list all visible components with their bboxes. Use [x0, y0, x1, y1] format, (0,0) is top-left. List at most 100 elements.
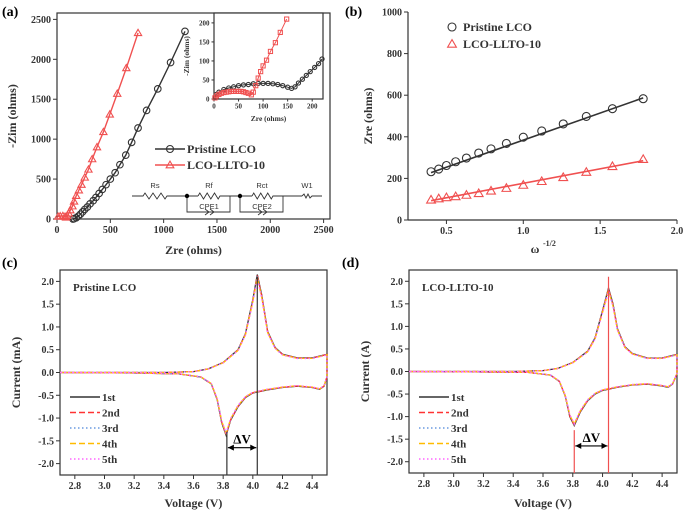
- data-point-circle: [102, 180, 110, 189]
- data-point-circle: [292, 84, 298, 90]
- data-point-circle: [501, 138, 511, 149]
- y-tick-label: 200: [199, 19, 210, 27]
- x-tick-label: 4.2: [626, 479, 639, 490]
- data-point-triangle: [557, 171, 569, 182]
- x-tick-label: 3.4: [507, 479, 520, 490]
- y-tick-label: -0.5: [38, 391, 54, 402]
- data-point-triangle: [450, 190, 462, 201]
- circuit-label: W1: [301, 181, 312, 190]
- data-point-circle: [121, 151, 130, 159]
- y-tick-label: 0: [46, 215, 51, 226]
- y-tick-label: 2000: [31, 55, 51, 66]
- delta-v-label: ΔV: [583, 430, 601, 445]
- legend-label: 5th: [451, 454, 466, 466]
- y-tick-label: 200: [387, 174, 402, 185]
- x-axis-label-superscript: -1/2: [543, 239, 556, 248]
- y-tick-label: -2.0: [38, 459, 54, 470]
- data-point-circle: [142, 106, 151, 115]
- data-point-circle: [441, 160, 451, 171]
- panel-label: (b): [345, 5, 362, 20]
- data-point-square: [277, 29, 283, 36]
- x-tick-label: 0: [55, 225, 60, 236]
- fit-line: [430, 159, 644, 202]
- data-point-triangle: [121, 63, 131, 72]
- x-tick-label: 3.2: [128, 481, 141, 492]
- data-point-triangle: [98, 127, 108, 136]
- x-tick-label: 3.4: [158, 481, 171, 492]
- cpe-symbol: [204, 208, 268, 216]
- data-point-triangle: [80, 172, 90, 181]
- x-tick-label: 200: [307, 103, 318, 111]
- data-point-square: [253, 83, 259, 89]
- x-tick-label: 150: [282, 103, 293, 111]
- data-point-triangle: [580, 166, 592, 176]
- data-point-circle: [280, 83, 286, 89]
- cv-curve-5th: [408, 289, 678, 425]
- x-axis-label: Voltage (V): [165, 496, 223, 510]
- y-tick-label: 600: [387, 91, 402, 102]
- data-point-circle: [260, 80, 266, 87]
- circuit-label: Rct: [256, 181, 268, 190]
- x-tick-label: 4.4: [306, 481, 319, 492]
- data-point-triangle: [71, 191, 81, 200]
- circuit-label: Rf: [205, 181, 213, 190]
- data-point-square: [260, 63, 266, 69]
- data-point-circle: [106, 175, 115, 183]
- panel-label: (c): [2, 256, 18, 271]
- data-point-circle: [78, 207, 87, 216]
- x-tick-label: 3.6: [187, 481, 200, 492]
- data-point-triangle: [76, 179, 87, 188]
- data-point-circle: [307, 68, 313, 75]
- data-point-circle: [312, 64, 318, 71]
- y-axis-label: -Zim (ohms): [5, 84, 19, 148]
- legend-label: LCO-LLTO-10: [463, 37, 541, 51]
- axes-frame: [56, 12, 331, 220]
- cv-curve-1st: [408, 285, 678, 428]
- cv-curve-1st: [59, 274, 328, 438]
- x-tick-label: 500: [103, 225, 118, 236]
- panel-title: Pristine LCO: [73, 282, 137, 294]
- x-tick-label: 50: [235, 103, 243, 111]
- circuit-node: [184, 193, 190, 199]
- y-tick-label: 0.0: [42, 368, 55, 379]
- panel-title: LCO-LLTO-10: [422, 282, 494, 294]
- y-tick-label: 1000: [382, 8, 402, 19]
- data-point-circle: [518, 132, 528, 142]
- x-tick-label: 3.8: [567, 479, 580, 490]
- x-tick-label: 4.0: [247, 481, 260, 492]
- y-tick-label: 1.0: [391, 322, 404, 333]
- arrowhead-icon: [227, 444, 257, 451]
- fit-line: [430, 97, 644, 174]
- data-point-square: [272, 40, 278, 46]
- x-axis-label: ω: [531, 242, 540, 256]
- data-point-circle: [558, 119, 568, 129]
- y-tick-label: 150: [199, 38, 210, 46]
- x-axis-label: Voltage (V): [514, 496, 572, 510]
- data-point-triangle: [446, 38, 458, 48]
- y-tick-label: 400: [387, 132, 402, 143]
- y-tick-label: 1.5: [42, 300, 55, 311]
- x-tick-label: 3.8: [217, 481, 230, 492]
- panel-label: (d): [342, 256, 359, 271]
- x-tick-label: 3.2: [477, 479, 490, 490]
- x-tick-label: 2.8: [418, 479, 431, 490]
- x-tick-label: 1.0: [517, 226, 530, 237]
- warburg-element: [301, 192, 322, 200]
- data-point-triangle: [473, 187, 485, 198]
- data-point-triangle: [165, 160, 175, 169]
- equivalent-circuit: [132, 192, 322, 216]
- y-tick-label: 0: [206, 95, 210, 103]
- x-tick-label: 1000: [154, 225, 174, 236]
- legend-label: 5th: [102, 454, 117, 466]
- data-point-triangle: [425, 194, 437, 204]
- circuit-node: [237, 193, 243, 199]
- data-point-circle: [434, 164, 444, 174]
- data-point-circle: [426, 167, 436, 177]
- data-point-circle: [303, 72, 309, 79]
- legend-label: 3rd: [102, 423, 119, 435]
- data-point-circle: [166, 58, 175, 67]
- data-point-circle: [153, 85, 162, 93]
- y-tick-label: 2.0: [42, 277, 55, 288]
- data-point-circle: [295, 80, 302, 86]
